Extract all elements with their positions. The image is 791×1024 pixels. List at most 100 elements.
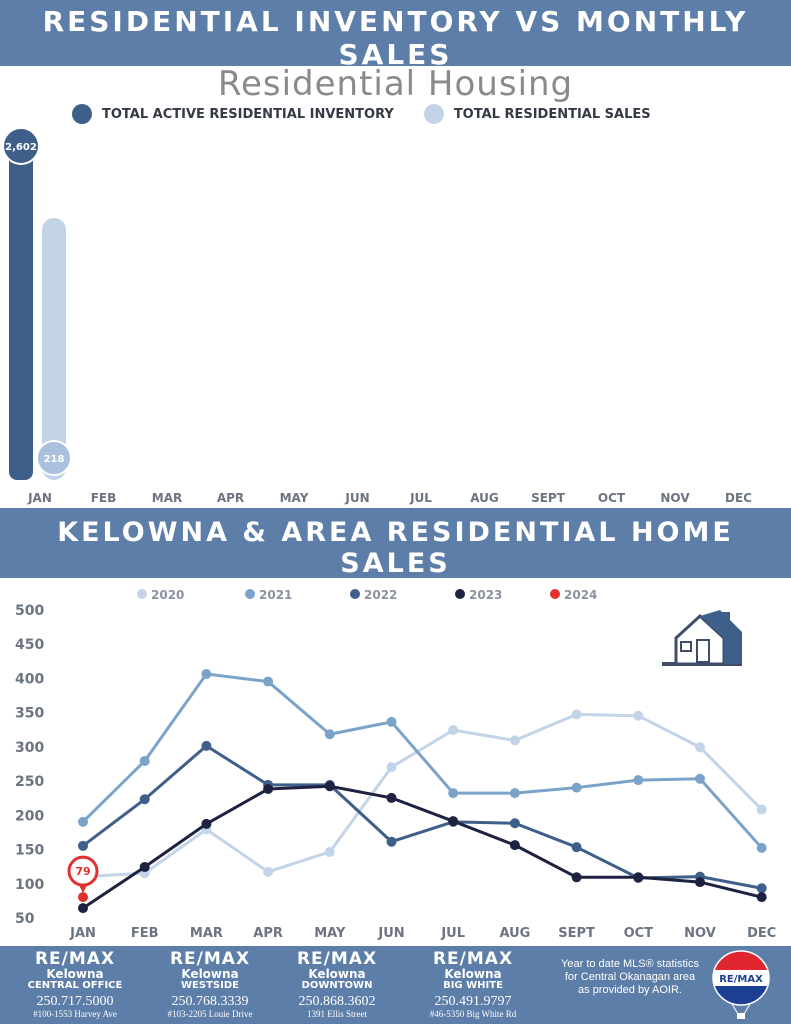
- x-tick-label-jan: JAN: [69, 926, 96, 941]
- point-2022-jan: [78, 840, 88, 851]
- office-name: WESTSIDE: [181, 980, 239, 991]
- office-city: Kelowna: [181, 967, 239, 981]
- office-phone: 250.868.3602: [298, 994, 376, 1009]
- point-2020-jul: [448, 725, 459, 736]
- home-sales-line-chart: 500 450 400 350 300 250 200 150 100 50 JAN FEB MAR AP…: [15, 588, 776, 941]
- point-2023-jun: [386, 792, 397, 803]
- point-2021-jan: [78, 816, 88, 827]
- section2-subtitle: SINGLE FAMILY HOMES - PEACHLAND TO OYAMA: [163, 583, 628, 602]
- point-2021-may: [324, 729, 335, 740]
- house-icon-door: [696, 639, 710, 663]
- legend-label-sales: TOTAL RESIDENTIAL SALES: [453, 106, 651, 122]
- month-label-nov: NOV: [660, 491, 690, 505]
- point-2022-mar: [201, 740, 212, 751]
- point-2023-sept: [571, 872, 582, 883]
- point-2021-apr: [263, 676, 274, 687]
- legend-item-sales: TOTAL RESIDENTIAL SALES: [423, 104, 651, 124]
- point-2023-jul: [448, 816, 459, 827]
- house-icon-side: [700, 610, 742, 664]
- point-2023-feb: [139, 862, 150, 873]
- legend-swatch-2024: [550, 589, 560, 599]
- point-2023-aug: [509, 840, 520, 851]
- y-tick-label: 300: [15, 740, 44, 756]
- x-tick-label-mar: MAR: [190, 926, 223, 941]
- x-tick-label-apr: APR: [253, 926, 283, 941]
- marker-2024-data-label: 79: [75, 865, 90, 878]
- x-tick-label-dec: DEC: [747, 926, 776, 941]
- legend-item-inventory: TOTAL ACTIVE RESIDENTIAL INVENTORY: [72, 104, 394, 124]
- point-2023-dec: [756, 892, 767, 903]
- legend-label-2024: 2024: [564, 588, 597, 602]
- point-2020-may: [324, 846, 335, 857]
- point-2020-aug: [509, 735, 520, 746]
- month-label-may: MAY: [280, 491, 309, 505]
- house-icon-window: [680, 641, 692, 652]
- balloon-brand-text: RE/MAX: [719, 974, 763, 985]
- office-brand: RE/MAX: [432, 949, 514, 969]
- x-tick-label-may: MAY: [314, 926, 346, 941]
- office-westside: RE/MAX Kelowna WESTSIDE 250.768.3339 #10…: [145, 950, 275, 1019]
- office-bigwhite: RE/MAX Kelowna BIG WHITE 250.491.9797 #4…: [408, 950, 538, 1019]
- y-tick-label: 450: [15, 637, 44, 653]
- x-tick-label-aug: AUG: [499, 926, 530, 941]
- point-2020-jun: [386, 762, 397, 773]
- x-tick-label-jun: JUN: [377, 926, 404, 941]
- point-2023-mar: [201, 818, 212, 829]
- month-label-apr: APR: [217, 491, 244, 505]
- point-2021-nov: [695, 773, 705, 784]
- point-2021-jun: [386, 716, 397, 727]
- sales-data-label: 218: [44, 454, 65, 465]
- month-label-jul: JUL: [409, 491, 432, 505]
- legend-swatch-2021: [245, 589, 255, 599]
- month-label-feb: FEB: [91, 491, 117, 505]
- office-brand: RE/MAX: [34, 949, 116, 969]
- point-2021-jul: [448, 788, 459, 799]
- point-2021-feb: [139, 755, 150, 766]
- footer: RE/MAX Kelowna CENTRAL OFFICE 250.717.50…: [0, 946, 791, 1024]
- legend-label-inventory: TOTAL ACTIVE RESIDENTIAL INVENTORY: [102, 106, 394, 122]
- inventory-data-label: 2,602: [5, 142, 37, 153]
- office-city: Kelowna: [444, 967, 502, 981]
- y-tick-label: 200: [15, 808, 44, 824]
- point-2021-mar: [201, 669, 212, 680]
- header-banner: RESIDENTIAL INVENTORY VS MONTHLY SALES C…: [0, 0, 791, 92]
- legend-label-2022: 2022: [364, 588, 397, 602]
- legend-swatch-2023: [455, 589, 465, 599]
- office-address: 1391 Ellis Street: [307, 1009, 367, 1019]
- month-label-dec: DEC: [725, 491, 752, 505]
- section2-title: KELOWNA & AREA RESIDENTIAL HOME SALES: [57, 517, 734, 579]
- point-2023-apr: [263, 784, 274, 795]
- sales-bar-jan: [42, 218, 66, 480]
- legend-swatch-2022: [350, 589, 360, 599]
- month-label-aug: AUG: [470, 491, 499, 505]
- house-icon: [662, 610, 742, 666]
- point-2021-sept: [571, 782, 582, 793]
- office-address: #103-2205 Louie Drive: [167, 1009, 253, 1019]
- remax-balloon-logo: RE/MAX: [712, 950, 770, 1019]
- point-2020-dec: [756, 804, 767, 815]
- office-name: CENTRAL OFFICE: [27, 980, 123, 991]
- inventory-label-bubble: [2, 127, 40, 165]
- bar-chart-legend: TOTAL ACTIVE RESIDENTIAL INVENTORY TOTAL…: [72, 104, 671, 124]
- line-series-2023: [82, 784, 763, 910]
- point-2022-dec: [756, 883, 767, 894]
- y-tick-label: 500: [15, 603, 44, 619]
- legend-label-2020: 2020: [151, 588, 184, 602]
- office-central: RE/MAX Kelowna CENTRAL OFFICE 250.717.50…: [10, 950, 140, 1019]
- office-phone: 250.491.9797: [434, 994, 512, 1009]
- page-subtitle: CENTRAL OKANAGAN 2024: [254, 73, 537, 92]
- line-series-2021: [81, 672, 763, 849]
- office-phone: 250.717.5000: [36, 994, 114, 1009]
- office-brand: RE/MAX: [296, 949, 378, 969]
- legend-swatch-sales: [423, 104, 444, 124]
- page-title: RESIDENTIAL INVENTORY VS MONTHLY SALES: [42, 5, 749, 71]
- legend-label-2023: 2023: [469, 588, 502, 602]
- section1-title: Residential Housing: [217, 64, 574, 104]
- point-2023-oct: [633, 872, 644, 883]
- house-icon-chimney: [722, 612, 730, 624]
- office-name: BIG WHITE: [443, 980, 503, 991]
- office-city: Kelowna: [46, 967, 104, 981]
- month-label-jun: JUN: [344, 491, 369, 505]
- point-2021-aug: [509, 788, 520, 799]
- line-series-2022: [82, 744, 762, 890]
